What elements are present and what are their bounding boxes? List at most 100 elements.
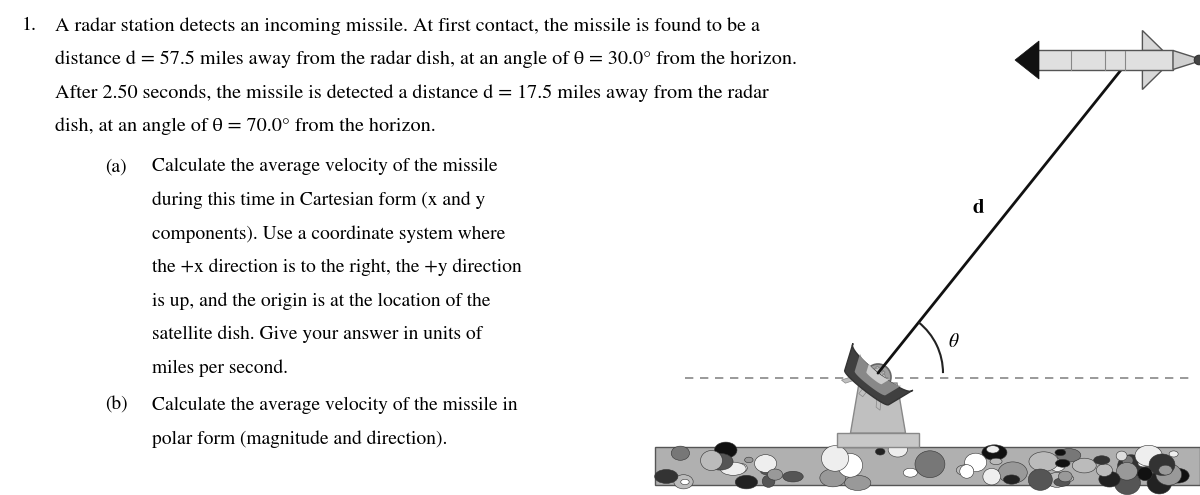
Bar <box>836 433 919 447</box>
Ellipse shape <box>755 454 776 472</box>
Ellipse shape <box>744 457 754 463</box>
Ellipse shape <box>708 453 733 470</box>
Ellipse shape <box>1147 472 1171 494</box>
Ellipse shape <box>998 462 1027 483</box>
Ellipse shape <box>1093 456 1110 464</box>
Bar <box>1037 50 1174 69</box>
Ellipse shape <box>736 475 757 489</box>
Ellipse shape <box>1151 458 1163 470</box>
Ellipse shape <box>1122 455 1133 465</box>
Ellipse shape <box>1028 452 1058 471</box>
Text: θ: θ <box>948 332 958 350</box>
Polygon shape <box>1142 31 1163 50</box>
Ellipse shape <box>888 443 907 457</box>
Text: miles per second.: miles per second. <box>152 359 288 377</box>
Ellipse shape <box>982 445 1007 460</box>
Ellipse shape <box>674 475 694 489</box>
Text: (b): (b) <box>106 396 127 414</box>
Ellipse shape <box>1159 465 1172 475</box>
Polygon shape <box>866 363 890 384</box>
Ellipse shape <box>1138 467 1152 481</box>
Text: the +x direction is to the right, the +y direction: the +x direction is to the right, the +y… <box>152 258 522 276</box>
Text: After 2.50 seconds, the missile is detected a distance d = 17.5 miles away from : After 2.50 seconds, the missile is detec… <box>55 84 769 101</box>
Ellipse shape <box>1150 454 1175 475</box>
Circle shape <box>1194 55 1200 65</box>
Polygon shape <box>876 368 883 410</box>
Ellipse shape <box>960 465 973 478</box>
Text: 1.: 1. <box>22 17 37 34</box>
Ellipse shape <box>1057 448 1081 462</box>
Text: components). Use a coordinate system where: components). Use a coordinate system whe… <box>152 225 505 243</box>
Circle shape <box>865 364 890 390</box>
Ellipse shape <box>701 450 722 471</box>
Ellipse shape <box>782 471 803 482</box>
Ellipse shape <box>655 469 678 484</box>
Ellipse shape <box>1116 462 1138 480</box>
Bar <box>655 447 1200 485</box>
Text: Calculate the average velocity of the missile in: Calculate the average velocity of the mi… <box>152 396 517 414</box>
Ellipse shape <box>848 459 858 466</box>
Circle shape <box>871 370 886 384</box>
Text: distance d = 57.5 miles away from the radar dish, at an angle of θ = 30.0° from : distance d = 57.5 miles away from the ra… <box>55 50 797 68</box>
Text: is up, and the origin is at the location of the: is up, and the origin is at the location… <box>152 292 491 310</box>
Ellipse shape <box>822 446 848 471</box>
Ellipse shape <box>761 467 772 475</box>
Ellipse shape <box>1135 446 1163 466</box>
Ellipse shape <box>1049 455 1066 471</box>
Ellipse shape <box>1063 476 1074 482</box>
Polygon shape <box>1015 41 1039 79</box>
Ellipse shape <box>1003 475 1020 484</box>
Ellipse shape <box>845 475 871 491</box>
Ellipse shape <box>1117 455 1145 477</box>
Ellipse shape <box>1166 468 1189 483</box>
Ellipse shape <box>1054 478 1070 486</box>
Ellipse shape <box>671 446 690 460</box>
Polygon shape <box>841 368 883 383</box>
Ellipse shape <box>1097 464 1112 476</box>
Text: during this time in Cartesian form (x and y: during this time in Cartesian form (x an… <box>152 192 485 209</box>
Polygon shape <box>854 352 902 396</box>
Polygon shape <box>1142 69 1163 90</box>
Ellipse shape <box>762 475 775 488</box>
Ellipse shape <box>820 469 846 487</box>
Ellipse shape <box>1055 449 1066 456</box>
Ellipse shape <box>986 446 1000 453</box>
Ellipse shape <box>956 465 973 476</box>
Ellipse shape <box>1046 472 1067 488</box>
Ellipse shape <box>1116 451 1127 461</box>
Ellipse shape <box>1156 464 1182 485</box>
Polygon shape <box>845 344 913 405</box>
Text: polar form (magnitude and direction).: polar form (magnitude and direction). <box>152 430 448 447</box>
Polygon shape <box>1174 50 1200 69</box>
Ellipse shape <box>904 468 918 477</box>
Ellipse shape <box>1138 460 1150 467</box>
Ellipse shape <box>990 458 1002 465</box>
Ellipse shape <box>758 459 767 467</box>
Ellipse shape <box>914 451 944 478</box>
Ellipse shape <box>720 462 746 475</box>
Ellipse shape <box>983 468 1001 485</box>
Text: dish, at an angle of θ = 70.0° from the horizon.: dish, at an angle of θ = 70.0° from the … <box>55 117 436 135</box>
Polygon shape <box>859 368 883 396</box>
Ellipse shape <box>1141 454 1160 469</box>
Ellipse shape <box>838 453 863 477</box>
Ellipse shape <box>734 463 748 473</box>
Ellipse shape <box>965 453 986 472</box>
Ellipse shape <box>680 479 689 485</box>
Text: satellite dish. Give your answer in units of: satellite dish. Give your answer in unit… <box>152 326 482 343</box>
Polygon shape <box>851 383 906 433</box>
Ellipse shape <box>1073 458 1097 473</box>
Ellipse shape <box>876 448 884 455</box>
Polygon shape <box>863 366 886 391</box>
Text: Calculate the average velocity of the missile: Calculate the average velocity of the mi… <box>152 158 498 175</box>
Ellipse shape <box>768 469 782 480</box>
Ellipse shape <box>714 442 737 458</box>
Ellipse shape <box>1169 451 1178 457</box>
Ellipse shape <box>1056 459 1070 467</box>
Ellipse shape <box>1058 471 1072 482</box>
Text: (a): (a) <box>106 158 127 175</box>
Text: A radar station detects an incoming missile. At first contact, the missile is fo: A radar station detects an incoming miss… <box>55 17 760 35</box>
Text: d: d <box>973 199 984 217</box>
Ellipse shape <box>1099 471 1120 487</box>
Ellipse shape <box>1115 471 1140 495</box>
